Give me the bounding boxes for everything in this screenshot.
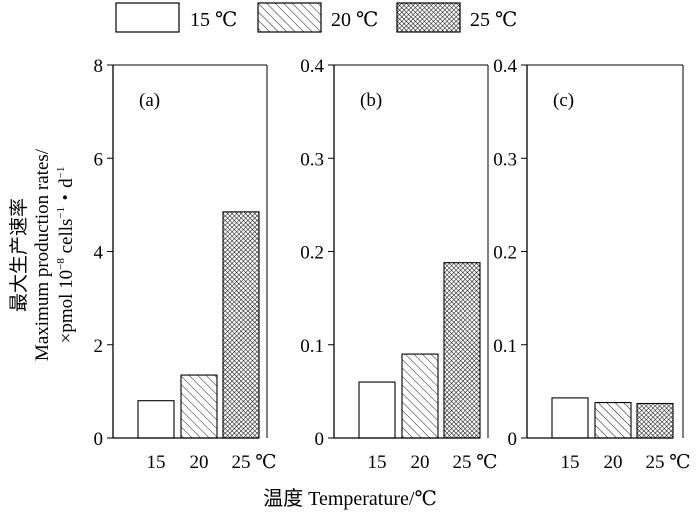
x-tick-label: 25 ℃ (452, 452, 497, 473)
x-tick-label: 20 (190, 452, 209, 473)
panel-1: 0 2 4 6 8 15 20 25 ℃ (a) (94, 56, 277, 473)
y-tick-label: 0.2 (493, 243, 517, 264)
y-tick-label: 0 (94, 429, 104, 450)
y-tick-label: 0 (508, 429, 518, 450)
legend-swatch-25c (396, 2, 461, 33)
y-axis-title: 最大生产速率 Maximum production rates/ ×pmol 1… (8, 148, 77, 361)
panel-label: (a) (139, 90, 160, 111)
bar-1 (358, 381, 396, 439)
panel-3: 0 0.1 0.2 0.3 0.4 15 20 25 ℃ (c) (493, 56, 690, 473)
y-tick-label: 0.3 (300, 149, 324, 170)
bar-1 (137, 400, 175, 439)
x-tick-label: 15 (561, 452, 580, 473)
y-tick-label: 4 (94, 243, 104, 264)
y-tick-label: 0.1 (493, 336, 517, 357)
panel-2: 0 0.1 0.2 0.3 0.4 15 20 25 ℃ (b) (300, 56, 497, 473)
y-tick-label: 0 (315, 429, 325, 450)
panel-label: (b) (360, 90, 382, 111)
x-tick-label: 20 (411, 452, 430, 473)
x-tick-label: 15 (147, 452, 166, 473)
legend: 15 ℃ 20 ℃ 25 ℃ (115, 2, 517, 33)
chart-panels: 0 2 4 6 8 15 20 25 ℃ (a) 0 0.1 0.2 0.3 0.4 15 20 25 ℃ (b)… (94, 56, 691, 473)
legend-label-25c: 25 ℃ (470, 9, 517, 31)
y-tick-label: 2 (94, 336, 104, 357)
y-tick-label: 0.3 (493, 149, 517, 170)
legend-swatch-20c (257, 2, 322, 33)
bar-1 (551, 397, 589, 439)
x-axis-title: 温度 Temperature/℃ (263, 487, 437, 510)
x-tick-label: 15 (368, 452, 387, 473)
bar-3 (222, 211, 260, 439)
bar-3 (636, 402, 674, 439)
y-axis-title-cn: 最大生产速率 (8, 198, 30, 312)
y-tick-label: 0.4 (300, 56, 324, 77)
bar-3 (443, 262, 481, 439)
x-tick-label: 25 ℃ (645, 452, 690, 473)
y-tick-label: 6 (94, 149, 104, 170)
legend-label-20c: 20 ℃ (331, 9, 378, 31)
panel-label: (c) (553, 90, 574, 111)
y-axis-title-unit: ×pmol 10−8 cells−1・d−1 (55, 167, 77, 344)
x-tick-label: 25 ℃ (231, 452, 276, 473)
y-tick-label: 8 (94, 56, 104, 77)
x-tick-label: 20 (604, 452, 623, 473)
y-axis-title-en: Maximum production rates/ (32, 148, 53, 361)
bar-2 (594, 402, 632, 439)
y-tick-label: 0.1 (300, 336, 324, 357)
bar-2 (180, 374, 218, 439)
bar-2 (401, 353, 439, 439)
y-tick-label: 0.2 (300, 243, 324, 264)
legend-label-15c: 15 ℃ (190, 9, 237, 31)
y-tick-label: 0.4 (493, 56, 517, 77)
legend-swatch-15c (115, 2, 180, 33)
